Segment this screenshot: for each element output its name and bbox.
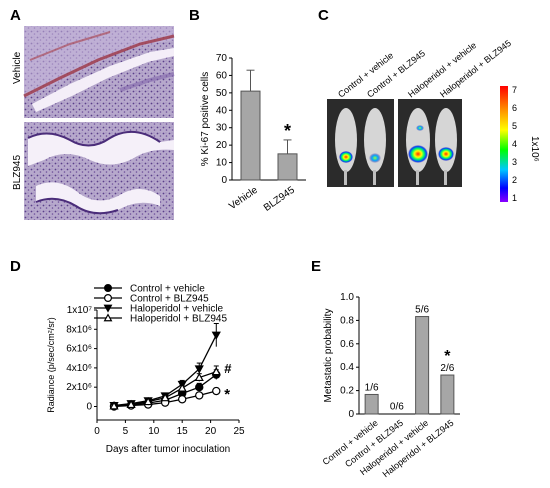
panel-letter-c: C [318, 7, 329, 24]
y-tick-label: 50 [216, 88, 228, 99]
legend-marker [103, 313, 113, 322]
legend-label: Control + BLZ945 [130, 294, 209, 305]
y-tick-label: 2x10⁶ [66, 382, 92, 393]
data-point [143, 396, 153, 406]
data-point [211, 331, 221, 340]
data-point [211, 366, 221, 376]
x-tick-label: 25 [233, 426, 245, 437]
data-point [195, 382, 204, 392]
histology-vehicle-image [23, 26, 175, 118]
y-tick-label: 0.6 [340, 339, 354, 350]
legend-marker [103, 294, 112, 303]
data-point [177, 383, 187, 392]
panel-letter-a: A [10, 7, 21, 24]
y-tick-label: 4x10⁶ [66, 363, 92, 374]
x-tick-label: 0 [94, 426, 100, 437]
y-axis-title: % Ki-67 positive cells [200, 72, 211, 166]
y-tick-label: 8x10⁶ [66, 324, 92, 335]
legend-marker [103, 304, 113, 313]
y-tick-label: 1.0 [340, 292, 354, 303]
data-point [212, 386, 221, 396]
colorbar-tick-label: 4 [512, 139, 517, 149]
chart-b: 0 10 20 30 40 50 60 70 % Ki-67 positive cells Veh… [200, 53, 306, 214]
y-tick-label: 0 [221, 175, 227, 186]
bar [440, 374, 455, 415]
bar [364, 393, 379, 415]
colorbar-tick-label: 6 [512, 103, 517, 113]
legend-marker [103, 284, 112, 293]
signal-hotspot [416, 125, 424, 131]
bar [415, 316, 430, 415]
y-tick-label: 0.4 [340, 362, 354, 373]
y-tick-label: 0.2 [340, 386, 354, 397]
significance-marker: * [444, 348, 451, 365]
significance-marker: # [224, 361, 232, 376]
data-label: 2/6 [440, 363, 454, 374]
data-label: 0/6 [390, 401, 404, 412]
panel-letter-b: B [189, 7, 200, 24]
mouse-silhouettes [335, 108, 457, 172]
panel-letter-e: E [311, 258, 321, 275]
data-label: 1/6 [365, 382, 379, 393]
y-tick-label: 6x10⁶ [66, 344, 92, 355]
colorbar-tick-label: 5 [512, 121, 517, 131]
bar [277, 153, 298, 181]
row-label-vehicle: Vehicle [12, 51, 23, 84]
bar [240, 90, 261, 181]
data-point [195, 391, 204, 400]
significance-marker: * [284, 121, 291, 141]
y-axis-title: Metastatic probability [323, 309, 334, 403]
signal-hotspot [369, 153, 381, 163]
colorbar [500, 86, 508, 202]
signal-hotspot [438, 147, 454, 161]
x-tick-label: Vehicle [227, 184, 260, 212]
y-tick-label: 60 [216, 70, 228, 81]
y-tick-label: 0.8 [340, 315, 354, 326]
legend-label: Haloperidol + vehicle [130, 304, 224, 315]
x-tick-label: 5 [123, 426, 129, 437]
y-tick-label: 0 [348, 409, 354, 420]
x-tick-label: 15 [177, 426, 189, 437]
colorbar-tick-label: 1 [512, 193, 517, 203]
data-point [109, 401, 119, 410]
y-tick-label: 40 [216, 105, 228, 116]
row-label-blz945: BLZ945 [12, 155, 23, 190]
x-axis-title: Days after tumor inoculation [106, 444, 231, 455]
y-tick-label: 0 [86, 401, 92, 412]
x-tick-label: 10 [148, 426, 160, 437]
data-point [194, 365, 204, 374]
y-axis-title: Radiance (p/sec/cm²/sr) [46, 317, 56, 413]
chart-d: 0 2x10⁶ 4x10⁶ 6x10⁶ 8x10⁶ 1x10⁷ 0 5 10 15 20 25Days… [46, 284, 245, 456]
colorbar-tick-label: 3 [512, 157, 517, 167]
colorbar-ticks: 7 6 5 4 3 2 1 [512, 85, 517, 203]
y-tick-label: 1x10⁷ [67, 305, 93, 316]
panel-letter-d: D [10, 258, 21, 275]
signal-hotspot [339, 151, 353, 163]
y-tick-label: 30 [216, 123, 228, 134]
data-point [160, 392, 170, 402]
signal-hotspot [408, 145, 428, 163]
colorbar-tick-label: 2 [512, 175, 517, 185]
x-tick-label: 20 [205, 426, 217, 437]
data-point [177, 395, 187, 404]
colorbar-label: 1x10⁶ [529, 136, 540, 162]
data-point [194, 372, 204, 382]
data-label: 5/6 [415, 305, 429, 316]
legend-label: Control + vehicle [130, 284, 205, 295]
y-tick-label: 10 [216, 158, 228, 169]
legend-label: Haloperidol + BLZ945 [130, 314, 227, 325]
histology-blz945-image [24, 122, 174, 220]
data-point [126, 399, 136, 409]
y-tick-label: 20 [216, 140, 228, 151]
significance-marker: * [224, 386, 230, 403]
y-tick-label: 70 [216, 53, 228, 64]
colorbar-tick-label: 7 [512, 85, 517, 95]
x-tick-label: BLZ945 [262, 184, 297, 213]
bioluminescence-panel [327, 99, 462, 187]
chart-e: 0 0.2 0.4 0.6 0.8 1.0 Metastatic probability 1/… [321, 292, 460, 479]
